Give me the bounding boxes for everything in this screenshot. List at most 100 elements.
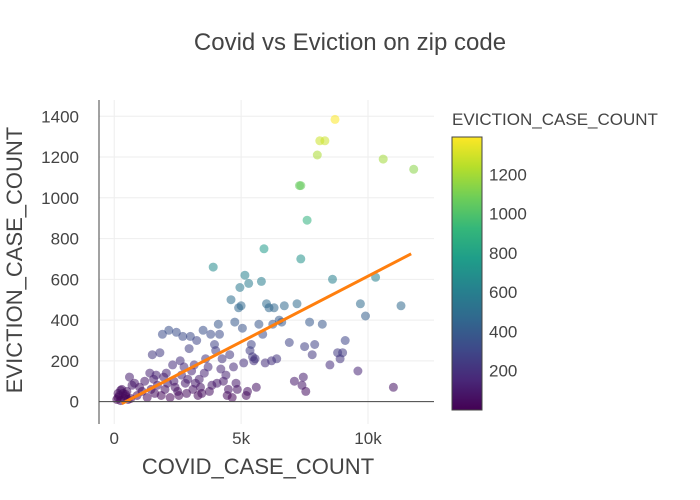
data-point — [203, 362, 213, 372]
data-point — [320, 136, 330, 146]
data-point — [302, 215, 312, 225]
data-point — [236, 301, 246, 311]
data-point — [198, 325, 208, 335]
data-point — [227, 393, 237, 402]
chart-title: Covid vs Eviction on zip code — [194, 29, 506, 56]
data-point — [300, 342, 310, 352]
data-point — [353, 366, 363, 376]
data-point — [240, 270, 250, 280]
data-point — [355, 299, 365, 309]
data-points — [112, 114, 419, 406]
data-point — [305, 317, 315, 327]
data-point — [325, 360, 335, 370]
data-point — [328, 274, 337, 284]
data-point — [206, 329, 216, 339]
data-point — [155, 348, 165, 358]
data-point — [151, 370, 161, 380]
data-point — [226, 295, 236, 305]
y-axis-label: EVICTION_CASE_COUNT — [2, 127, 27, 394]
data-point — [232, 384, 242, 394]
colorbar-tick-label: 400 — [489, 322, 517, 341]
data-point — [289, 376, 299, 386]
data-point — [197, 388, 207, 398]
y-tick-label: 400 — [51, 311, 79, 330]
data-point — [259, 244, 269, 254]
data-point — [296, 254, 306, 264]
data-point — [243, 386, 252, 396]
data-point — [269, 303, 279, 313]
data-point — [272, 354, 282, 364]
colorbar-title: EVICTION_CASE_COUNT — [452, 110, 658, 129]
y-tick-label: 200 — [51, 352, 79, 371]
data-point — [171, 327, 181, 337]
data-point — [142, 393, 152, 402]
data-point — [217, 354, 227, 364]
data-point — [301, 386, 311, 396]
data-point — [330, 114, 340, 124]
tick-labels: 0 5k 10k 0 200 400 600 800 1000 1200 1400 — [41, 107, 382, 448]
colorbar-tick-label: 600 — [489, 283, 517, 302]
data-point — [296, 181, 306, 191]
data-point — [388, 382, 398, 392]
data-point — [256, 276, 266, 286]
x-axis-label: COVID_CASE_COUNT — [142, 454, 374, 479]
y-tick-label: 1400 — [41, 107, 79, 126]
data-point — [307, 350, 317, 360]
data-point — [168, 360, 178, 370]
x-tick-label: 5k — [232, 429, 250, 448]
data-point — [221, 370, 231, 380]
data-point — [223, 384, 233, 394]
data-point — [194, 374, 204, 384]
data-point — [213, 319, 223, 329]
data-point — [147, 350, 157, 360]
data-point — [317, 319, 327, 329]
data-point — [284, 338, 294, 347]
colorbar-tick-label: 1200 — [489, 165, 527, 184]
data-point — [244, 278, 254, 288]
data-point — [409, 164, 419, 174]
data-point — [251, 382, 261, 392]
data-point — [254, 319, 264, 329]
data-point — [184, 344, 194, 354]
data-point — [164, 325, 174, 335]
axes — [98, 100, 434, 424]
data-point — [312, 150, 322, 160]
data-point — [174, 391, 184, 400]
y-tick-label: 0 — [70, 393, 79, 412]
data-point — [215, 329, 224, 339]
data-point — [237, 323, 247, 333]
data-point — [239, 358, 249, 368]
y-tick-label: 1200 — [41, 148, 79, 167]
data-point — [396, 301, 406, 311]
data-point — [229, 362, 238, 372]
data-point — [298, 372, 308, 382]
data-point — [338, 348, 348, 358]
trendline — [121, 252, 412, 405]
data-point — [361, 311, 370, 321]
data-point — [216, 364, 226, 374]
y-tick-label: 600 — [51, 270, 79, 289]
data-point — [279, 301, 289, 311]
trendline-line — [121, 252, 412, 405]
colorbar-tick-label: 1000 — [489, 205, 527, 224]
y-tick-label: 1000 — [41, 189, 79, 208]
data-point — [235, 283, 245, 292]
data-point — [157, 329, 167, 339]
data-point — [340, 336, 350, 345]
data-point — [225, 350, 235, 360]
x-tick-label: 0 — [109, 429, 118, 448]
data-point — [230, 317, 240, 327]
data-point — [310, 340, 320, 349]
colorbar-tick-label: 200 — [489, 362, 517, 381]
data-point — [208, 262, 218, 272]
data-point — [165, 393, 175, 402]
colorbar-tick-label: 800 — [489, 244, 517, 263]
data-point — [178, 331, 188, 341]
data-point — [192, 336, 202, 345]
colorbar — [451, 136, 483, 411]
colorbar-ticks: 200 400 600 800 1000 1200 — [489, 165, 527, 380]
data-point — [292, 299, 302, 309]
data-point — [378, 154, 388, 164]
data-point — [161, 368, 171, 378]
